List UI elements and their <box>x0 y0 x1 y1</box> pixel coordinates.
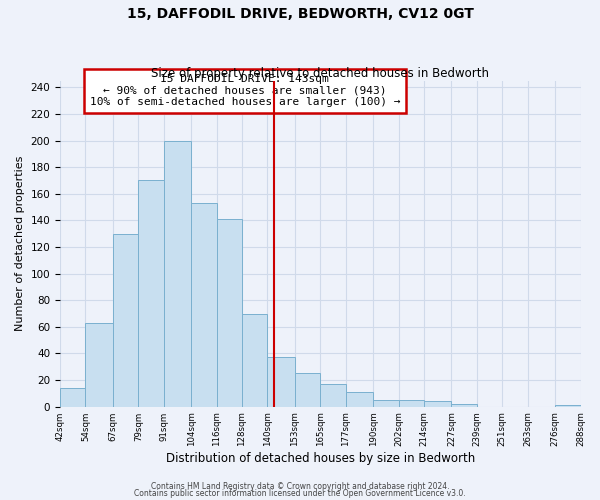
Bar <box>268 358 295 406</box>
Bar <box>139 180 164 406</box>
Title: Size of property relative to detached houses in Bedworth: Size of property relative to detached ho… <box>151 66 489 80</box>
X-axis label: Distribution of detached houses by size in Bedworth: Distribution of detached houses by size … <box>166 452 475 465</box>
Text: Contains HM Land Registry data © Crown copyright and database right 2024.: Contains HM Land Registry data © Crown c… <box>151 482 449 491</box>
Text: 15, DAFFODIL DRIVE, BEDWORTH, CV12 0GT: 15, DAFFODIL DRIVE, BEDWORTH, CV12 0GT <box>127 8 473 22</box>
Bar <box>164 140 191 406</box>
Bar <box>373 400 398 406</box>
Bar <box>295 374 320 406</box>
Y-axis label: Number of detached properties: Number of detached properties <box>15 156 25 332</box>
Bar <box>60 388 85 406</box>
Text: Contains public sector information licensed under the Open Government Licence v3: Contains public sector information licen… <box>134 490 466 498</box>
Bar <box>85 323 113 406</box>
Bar <box>217 219 242 406</box>
Bar <box>191 203 217 406</box>
Bar <box>424 402 451 406</box>
Bar <box>320 384 346 406</box>
Bar <box>113 234 139 406</box>
Bar <box>346 392 373 406</box>
Bar <box>451 404 477 406</box>
Text: 15 DAFFODIL DRIVE: 143sqm
← 90% of detached houses are smaller (943)
10% of semi: 15 DAFFODIL DRIVE: 143sqm ← 90% of detac… <box>89 74 400 108</box>
Bar <box>242 314 268 406</box>
Bar <box>398 400 424 406</box>
